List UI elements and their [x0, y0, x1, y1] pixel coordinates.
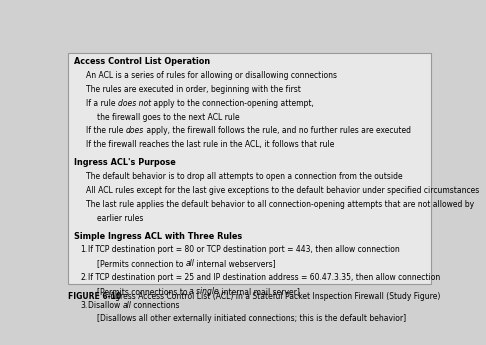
FancyBboxPatch shape: [68, 52, 431, 285]
Text: If the firewall reaches the last rule in the ACL, it follows that rule: If the firewall reaches the last rule in…: [87, 140, 335, 149]
Text: Ingress ACL's Purpose: Ingress ACL's Purpose: [74, 158, 175, 167]
Text: all: all: [185, 259, 194, 268]
Text: internal mail server]: internal mail server]: [219, 287, 300, 296]
Text: [Permits connection to: [Permits connection to: [97, 259, 185, 268]
Text: If a rule: If a rule: [87, 99, 118, 108]
Text: Access Control List Operation: Access Control List Operation: [74, 57, 210, 66]
Text: all: all: [122, 301, 131, 310]
Text: An ACL is a series of rules for allowing or disallowing connections: An ACL is a series of rules for allowing…: [87, 71, 337, 80]
Text: FIGURE 6-10: FIGURE 6-10: [68, 292, 121, 300]
Text: connections: connections: [131, 301, 180, 310]
Text: earlier rules: earlier rules: [97, 214, 143, 223]
Text: If TCP destination port = 80 or TCP destination port = 443, then allow connectio: If TCP destination port = 80 or TCP dest…: [88, 245, 399, 254]
Text: the firewall goes to the next ACL rule: the firewall goes to the next ACL rule: [97, 112, 239, 121]
Text: Simple Ingress ACL with Three Rules: Simple Ingress ACL with Three Rules: [74, 231, 242, 240]
Text: If the rule: If the rule: [87, 126, 126, 135]
Text: internal webservers]: internal webservers]: [194, 259, 276, 268]
Text: If TCP destination port = 25 and IP destination address = 60.47.3.35, then allow: If TCP destination port = 25 and IP dest…: [88, 273, 440, 282]
Text: The default behavior is to drop all attempts to open a connection from the outsi: The default behavior is to drop all atte…: [87, 172, 403, 181]
Text: a single: a single: [190, 287, 219, 296]
Text: apply, the firewall follows the rule, and no further rules are executed: apply, the firewall follows the rule, an…: [144, 126, 411, 135]
Text: does not: does not: [118, 99, 151, 108]
Text: 1.: 1.: [80, 245, 87, 254]
Text: [Disallows all other externally initiated connections; this is the default behav: [Disallows all other externally initiate…: [97, 315, 406, 324]
Text: The rules are executed in order, beginning with the first: The rules are executed in order, beginni…: [87, 85, 301, 94]
Text: 3.: 3.: [80, 301, 87, 310]
Text: Disallow: Disallow: [88, 301, 122, 310]
Text: [Permits connections to: [Permits connections to: [97, 287, 190, 296]
Text: The last rule applies the default behavior to all connection-opening attempts th: The last rule applies the default behavi…: [87, 200, 474, 209]
Text: 2.: 2.: [80, 273, 87, 282]
Text: All ACL rules except for the last give exceptions to the default behavior under : All ACL rules except for the last give e…: [87, 186, 480, 195]
Text: Ingress Access Control List (ACL) in a Stateful Packet Inspection Firewall (Stud: Ingress Access Control List (ACL) in a S…: [108, 292, 441, 300]
Text: apply to the connection-opening attempt,: apply to the connection-opening attempt,: [151, 99, 314, 108]
Text: does: does: [126, 126, 144, 135]
